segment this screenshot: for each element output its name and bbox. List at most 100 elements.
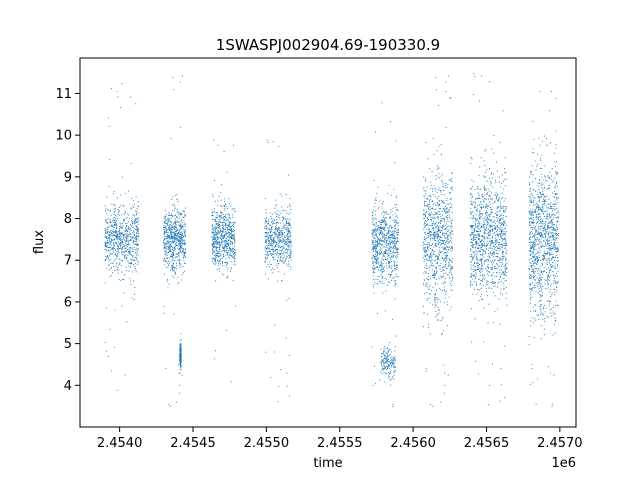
data-point [233, 243, 236, 245]
data-point [105, 235, 107, 237]
data-point [384, 227, 386, 229]
data-point [495, 194, 497, 196]
data-point [373, 179, 375, 181]
data-point [135, 210, 137, 212]
data-point [183, 254, 186, 256]
data-point [265, 351, 267, 353]
data-point [396, 261, 398, 263]
data-point [440, 191, 442, 193]
data-point [184, 242, 186, 244]
data-point [472, 232, 474, 234]
data-point [163, 241, 165, 243]
data-point [447, 217, 449, 219]
data-point [227, 277, 229, 279]
data-point [220, 212, 222, 214]
data-point [232, 221, 235, 223]
data-point [228, 197, 230, 199]
data-point [444, 265, 446, 267]
data-point [211, 209, 213, 211]
data-point [216, 252, 218, 254]
data-point [499, 215, 501, 217]
data-point [171, 231, 174, 233]
data-point [137, 254, 139, 256]
data-point [391, 247, 393, 249]
data-point [282, 216, 284, 218]
data-point [492, 291, 494, 293]
data-point [428, 279, 430, 281]
data-point [377, 267, 379, 269]
data-point [380, 222, 382, 224]
data-point [444, 184, 447, 186]
data-point [478, 269, 480, 271]
data-point [379, 269, 381, 271]
data-point [222, 214, 224, 216]
data-point [492, 242, 494, 244]
data-point [396, 241, 398, 243]
data-point [448, 179, 450, 181]
data-point [270, 269, 272, 271]
data-point [228, 215, 231, 217]
data-point [138, 262, 140, 264]
data-point [178, 253, 180, 255]
data-point [174, 234, 176, 237]
data-point [432, 254, 434, 256]
data-point [171, 251, 173, 253]
data-point [284, 236, 286, 238]
data-point [130, 239, 132, 241]
data-point [492, 211, 494, 214]
data-point [489, 233, 491, 235]
data-point [215, 256, 217, 258]
data-point [384, 238, 386, 240]
data-point [448, 216, 450, 218]
data-point [228, 244, 230, 246]
data-point [180, 231, 182, 233]
data-point [480, 267, 482, 269]
data-point [471, 237, 473, 239]
data-point [470, 268, 472, 270]
data-point [181, 244, 183, 246]
data-point [481, 226, 483, 228]
data-point [479, 247, 481, 249]
data-point [447, 239, 449, 241]
data-point [502, 181, 505, 183]
data-point [441, 246, 443, 248]
data-point [435, 294, 437, 296]
data-point [449, 283, 452, 285]
data-point [383, 269, 385, 271]
data-point [179, 81, 181, 83]
data-point [173, 222, 175, 224]
data-point [234, 207, 236, 209]
data-point [215, 236, 217, 238]
data-point [474, 252, 476, 254]
data-point [282, 218, 285, 220]
data-point [486, 224, 489, 226]
data-point [436, 192, 438, 194]
data-point [211, 193, 213, 195]
data-point [478, 193, 480, 195]
data-point [119, 262, 121, 264]
data-point [490, 226, 492, 228]
data-point [167, 264, 169, 266]
data-point [123, 239, 125, 241]
data-point [480, 261, 482, 263]
data-point [176, 215, 178, 217]
data-point [477, 211, 479, 213]
data-point [390, 225, 392, 227]
data-point [447, 246, 449, 248]
data-point [215, 247, 217, 249]
data-point [129, 263, 132, 265]
data-point [434, 235, 436, 237]
data-point [483, 232, 485, 234]
data-point [267, 141, 269, 144]
data-point [480, 244, 482, 246]
data-point [286, 263, 288, 265]
data-point [138, 233, 140, 235]
data-point [397, 229, 399, 231]
data-point [435, 311, 437, 313]
data-point [278, 214, 280, 216]
data-point [105, 258, 107, 260]
data-point [446, 255, 448, 257]
data-point [385, 251, 387, 253]
data-point [451, 258, 454, 260]
data-point [500, 269, 503, 271]
